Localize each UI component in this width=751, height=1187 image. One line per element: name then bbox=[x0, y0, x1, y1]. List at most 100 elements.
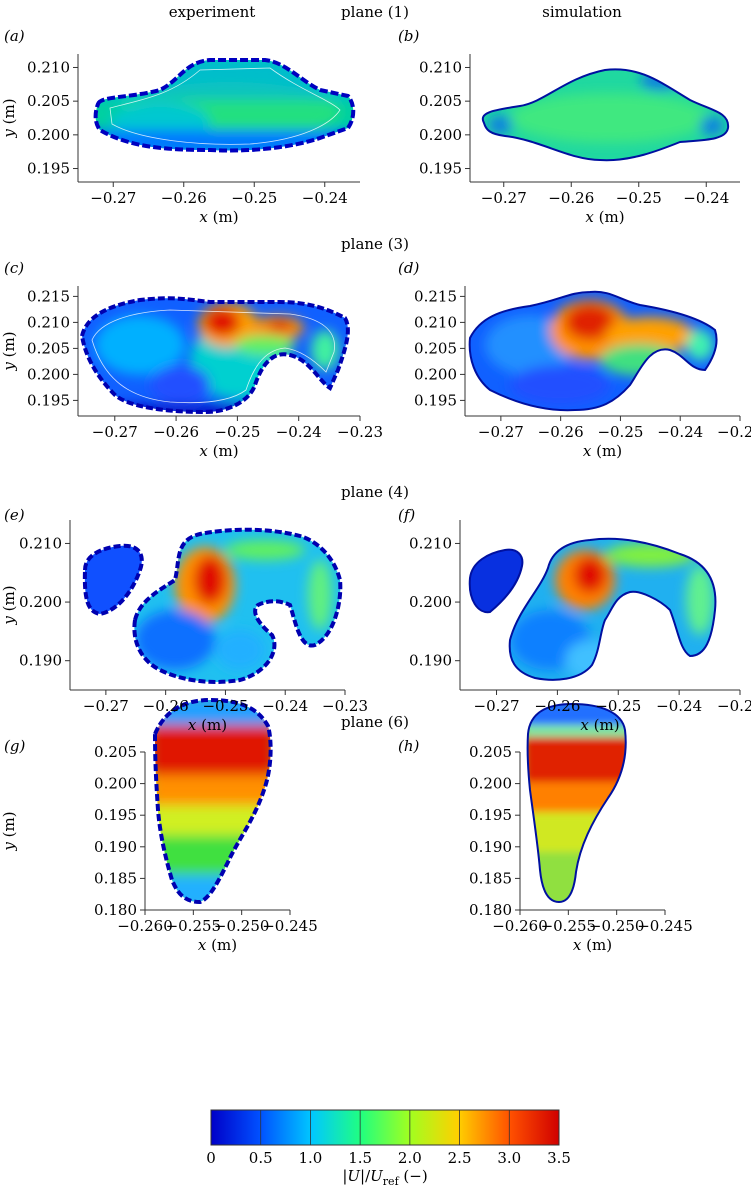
x-tick-label: −0.245 bbox=[637, 917, 693, 935]
y-tick-label: 0.205 bbox=[419, 92, 462, 110]
x-tick-label: −0.27 bbox=[474, 697, 520, 715]
y-tick-label: 0.215 bbox=[414, 287, 457, 305]
y-tick-label: 0.205 bbox=[27, 92, 70, 110]
y-axis-label: y (m) bbox=[0, 585, 18, 625]
axes-e: −0.27 −0.26 −0.25 −0.24 −0.23 0.190 0.200 0.210… bbox=[0, 520, 368, 734]
axes-f: −0.27 −0.26 −0.25 −0.24 −0.23 0.190 0.200 0.210… bbox=[409, 520, 751, 734]
field-panel-f bbox=[468, 537, 717, 681]
panel-label-a: (a) bbox=[4, 27, 25, 45]
column-header-experiment: experiment bbox=[169, 3, 256, 21]
x-tick-label: −0.24 bbox=[262, 697, 308, 715]
plane-title-4: plane (4) bbox=[341, 483, 409, 501]
axes-g: −0.260−0.255−0.250−0.245 0.180 0.185 0.190 0… bbox=[0, 743, 318, 954]
y-tick-label: 0.185 bbox=[469, 869, 512, 887]
field-panel-e bbox=[82, 527, 343, 684]
x-tick-label: −0.23 bbox=[322, 697, 368, 715]
y-tick-label: 0.195 bbox=[27, 160, 70, 178]
y-tick-label: 0.210 bbox=[409, 534, 452, 552]
y-tick-label: 0.205 bbox=[414, 339, 457, 357]
field-panel-a bbox=[93, 58, 356, 153]
y-tick-label: 0.180 bbox=[94, 901, 137, 919]
y-tick-label: 0.210 bbox=[419, 58, 462, 76]
x-axis-label: x (m) bbox=[573, 936, 612, 954]
panel-label-b: (b) bbox=[398, 27, 419, 45]
field-panel-d bbox=[468, 290, 718, 412]
y-tick-label: 0.210 bbox=[27, 58, 70, 76]
y-tick-label: 0.195 bbox=[27, 391, 70, 409]
field-panel-c bbox=[79, 296, 350, 415]
x-tick-label: −0.24 bbox=[683, 189, 729, 207]
y-tick-label: 0.185 bbox=[94, 869, 137, 887]
x-tick-label: −0.25 bbox=[616, 189, 662, 207]
panel-label-h: (h) bbox=[398, 737, 420, 755]
x-tick-label: −0.25 bbox=[214, 423, 260, 441]
x-axis-label: x (m) bbox=[198, 936, 237, 954]
x-tick-label: −0.27 bbox=[478, 423, 524, 441]
x-tick-label: −0.23 bbox=[337, 423, 383, 441]
y-tick-label: 0.205 bbox=[27, 339, 70, 357]
y-tick-label: 0.200 bbox=[414, 365, 457, 383]
y-tick-label: 0.180 bbox=[469, 901, 512, 919]
axes-a: −0.27 −0.26 −0.25 −0.24 0.195 0.200 0.205 0.210… bbox=[0, 54, 360, 226]
colorbar-tick-label: 3.5 bbox=[547, 1149, 571, 1167]
x-tick-label: −0.24 bbox=[656, 697, 702, 715]
x-axis-label: x (m) bbox=[580, 716, 619, 734]
x-tick-label: −0.26 bbox=[538, 423, 584, 441]
panel-label-c: (c) bbox=[4, 259, 24, 277]
y-tick-label: 0.205 bbox=[469, 743, 512, 761]
x-tick-label: −0.27 bbox=[83, 697, 129, 715]
x-tick-label: −0.25 bbox=[597, 423, 643, 441]
x-axis-label: x (m) bbox=[583, 442, 622, 460]
column-header-simulation: simulation bbox=[542, 3, 622, 21]
x-axis-label: x (m) bbox=[585, 208, 624, 226]
y-tick-label: 0.215 bbox=[27, 287, 70, 305]
y-tick-label: 0.195 bbox=[419, 160, 462, 178]
axes-layer: −0.27 −0.26 −0.25 −0.24 0.195 0.200 0.205 0.210… bbox=[0, 54, 751, 954]
y-axis-label: y (m) bbox=[0, 331, 18, 371]
colorbar-tick-label: 1.5 bbox=[348, 1149, 372, 1167]
x-tick-label: −0.250 bbox=[214, 917, 270, 935]
colorbar-tick-label: 0 bbox=[206, 1149, 216, 1167]
y-tick-label: 0.190 bbox=[19, 652, 62, 670]
x-tick-label: −0.27 bbox=[92, 423, 138, 441]
axes-h: −0.260−0.255−0.250−0.245 0.180 0.185 0.190 0… bbox=[469, 743, 693, 954]
y-tick-label: 0.200 bbox=[27, 126, 70, 144]
x-tick-label: −0.255 bbox=[166, 917, 222, 935]
x-tick-label: −0.27 bbox=[481, 189, 527, 207]
y-tick-label: 0.210 bbox=[414, 313, 457, 331]
colorbar-tick-label: 2.5 bbox=[448, 1149, 472, 1167]
x-tick-label: −0.26 bbox=[143, 697, 189, 715]
y-tick-label: 0.210 bbox=[19, 534, 62, 552]
y-tick-label: 0.190 bbox=[409, 652, 452, 670]
y-tick-label: 0.200 bbox=[19, 593, 62, 611]
x-tick-label: −0.25 bbox=[202, 697, 248, 715]
x-tick-label: −0.255 bbox=[541, 917, 597, 935]
colorbar-tick-label: 0.5 bbox=[249, 1149, 273, 1167]
axes-c: −0.27 −0.26 −0.25 −0.24 −0.23 0.195 0.200 0.205… bbox=[0, 286, 383, 460]
y-tick-label: 0.195 bbox=[94, 806, 137, 824]
x-tick-label: −0.260 bbox=[117, 917, 173, 935]
colorbar: 0 0.5 1.0 1.5 2.0 2.5 3.0 3.5 |U|/Uref (−) bbox=[206, 1109, 571, 1187]
x-tick-label: −0.26 bbox=[534, 697, 580, 715]
y-tick-label: 0.200 bbox=[94, 775, 137, 793]
x-tick-label: −0.26 bbox=[161, 189, 207, 207]
x-tick-label: −0.26 bbox=[153, 423, 199, 441]
y-tick-label: 0.210 bbox=[27, 313, 70, 331]
y-tick-label: 0.195 bbox=[414, 391, 457, 409]
panel-label-e: (e) bbox=[4, 506, 25, 524]
colorbar-tick-label: 1.0 bbox=[298, 1149, 322, 1167]
x-tick-label: −0.25 bbox=[595, 697, 641, 715]
colorbar-gradient bbox=[211, 1110, 559, 1145]
y-tick-label: 0.200 bbox=[419, 126, 462, 144]
y-tick-label: 0.200 bbox=[409, 593, 452, 611]
x-tick-label: −0.24 bbox=[657, 423, 703, 441]
x-tick-label: −0.23 bbox=[717, 697, 751, 715]
x-axis-label: x (m) bbox=[188, 716, 227, 734]
axes-b: −0.27 −0.26 −0.25 −0.24 0.195 0.200 0.205 0.210… bbox=[419, 54, 740, 226]
x-tick-label: −0.24 bbox=[302, 189, 348, 207]
colorbar-tick-label: 3.0 bbox=[497, 1149, 521, 1167]
x-tick-label: −0.25 bbox=[231, 189, 277, 207]
y-axis-label: y (m) bbox=[0, 98, 18, 138]
x-tick-label: −0.250 bbox=[589, 917, 645, 935]
